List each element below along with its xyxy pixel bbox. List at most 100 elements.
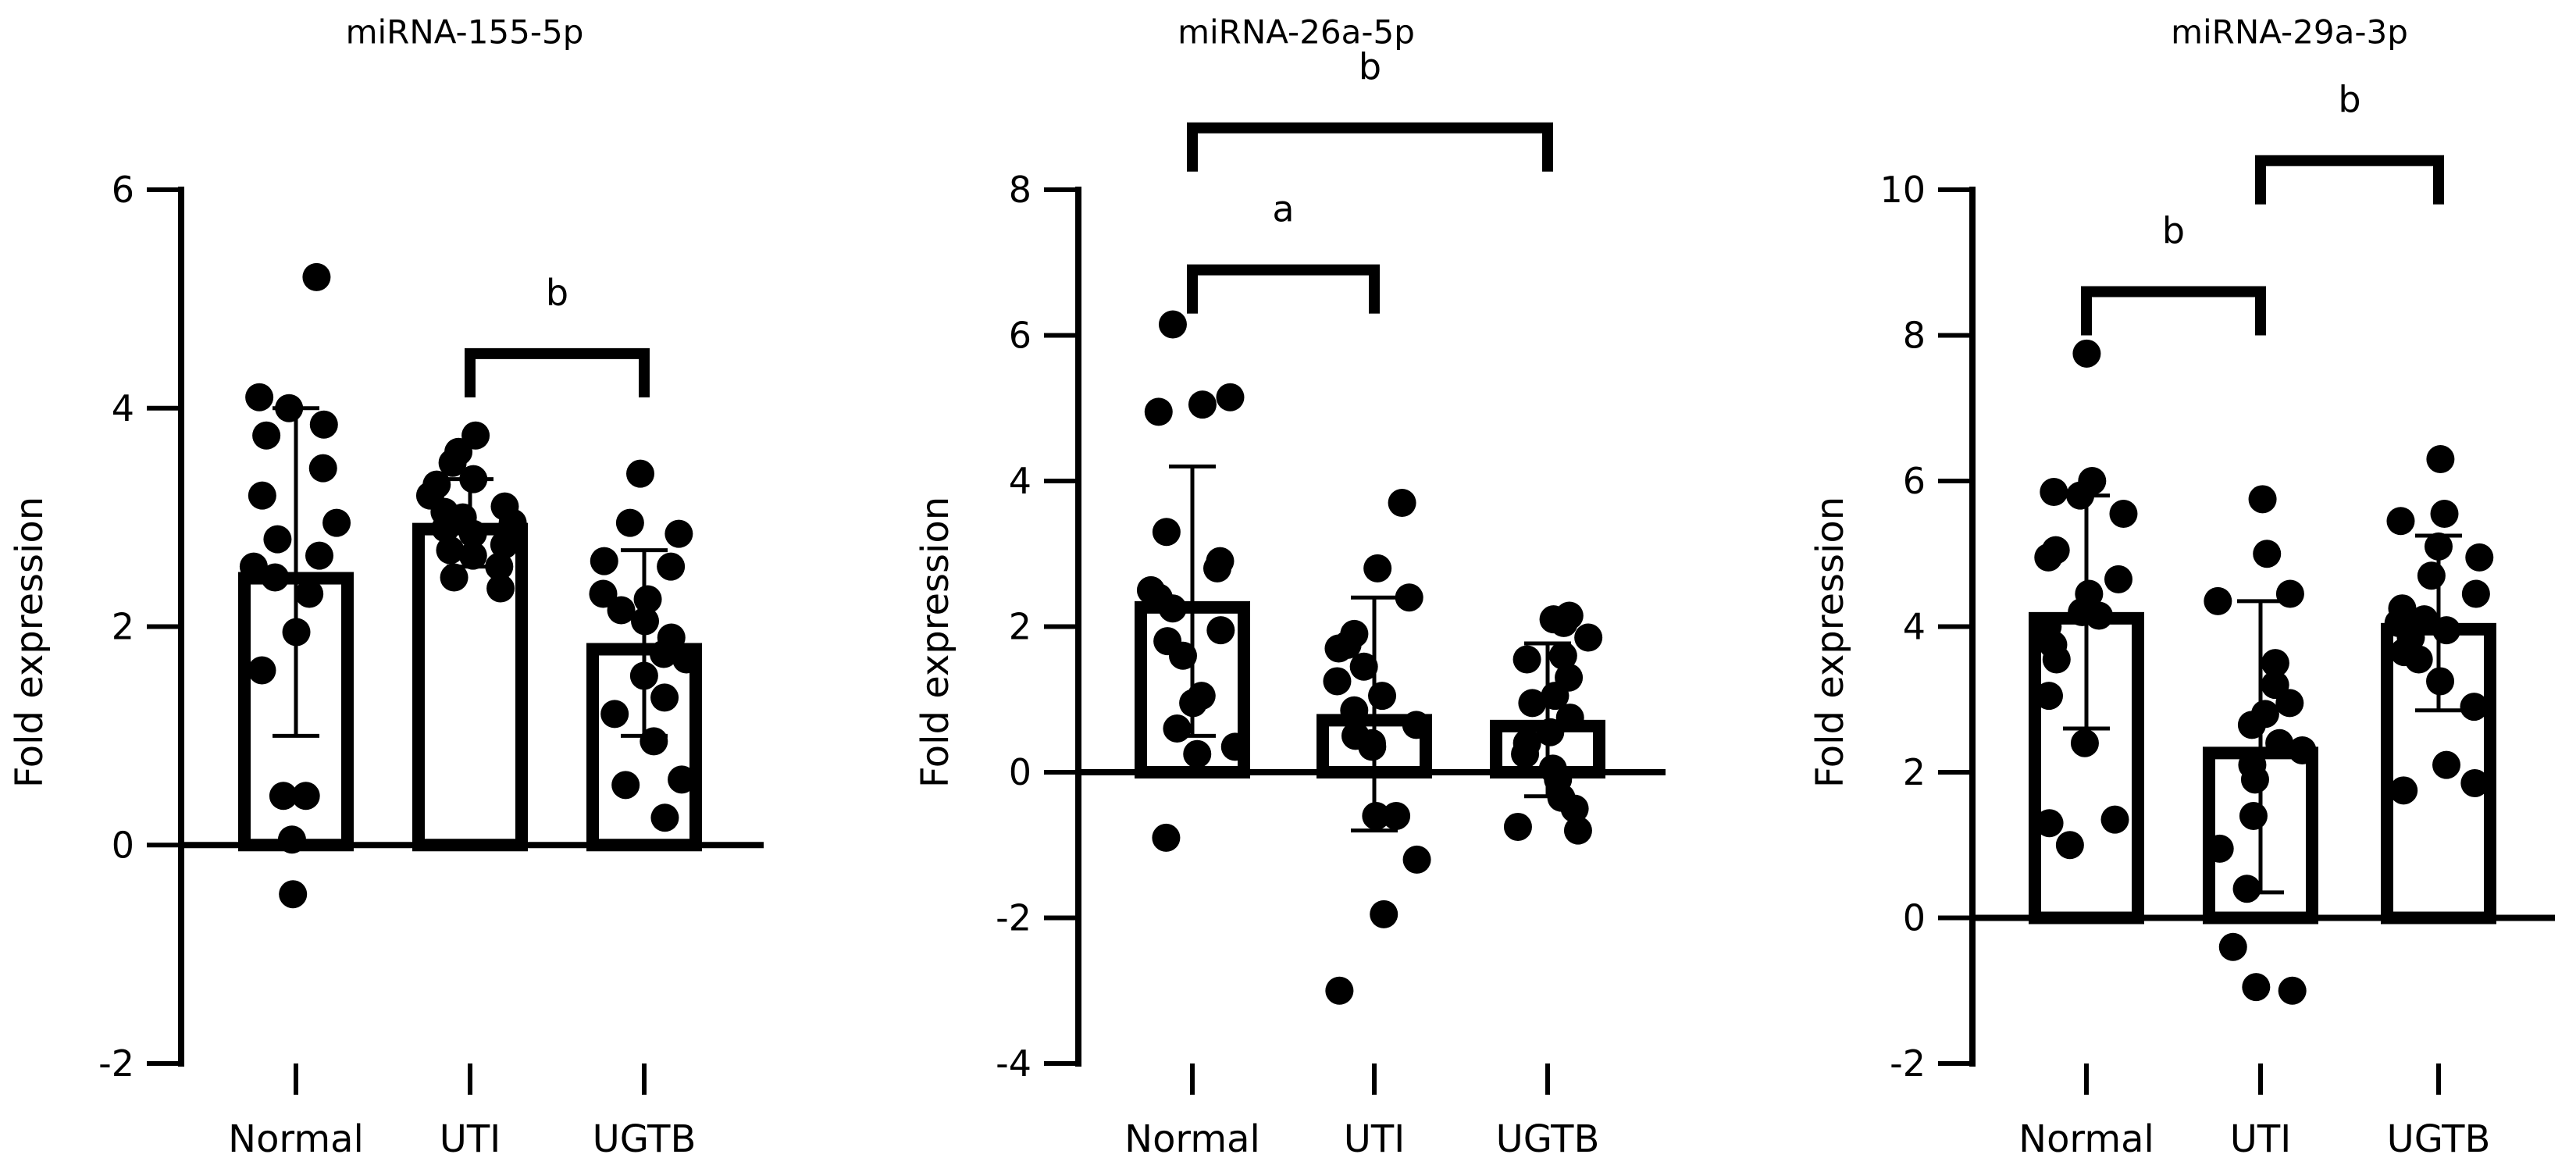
data-point	[2242, 973, 2271, 1002]
data-point	[2218, 932, 2247, 961]
data-point	[2248, 485, 2277, 514]
y-tick-label: 0	[1903, 897, 1926, 939]
data-point	[2261, 649, 2289, 678]
data-point	[1563, 816, 1592, 845]
significance-bracket	[2255, 155, 2444, 205]
data-point	[490, 530, 518, 559]
data-point	[2430, 499, 2459, 528]
data-point	[633, 585, 662, 614]
data-point	[305, 541, 334, 570]
data-point	[1548, 641, 1577, 670]
y-tick-label: 2	[1903, 751, 1926, 793]
category-label-normal: Normal	[228, 1117, 364, 1161]
data-point	[1163, 714, 1192, 743]
y-tick-label: 8	[1009, 169, 1031, 211]
y-axis-label: Fold expression	[1808, 497, 1852, 788]
data-point	[458, 519, 487, 548]
data-point	[2432, 750, 2461, 779]
category-label-uti: UTI	[2230, 1117, 2292, 1161]
category-label-ugtb: UGTB	[593, 1117, 697, 1161]
data-point	[239, 552, 268, 581]
data-point	[2085, 601, 2114, 630]
data-point	[1518, 689, 1547, 718]
data-point	[2461, 579, 2490, 608]
y-tick-label: 2	[112, 606, 134, 648]
data-point	[2275, 689, 2304, 718]
data-point	[431, 514, 460, 543]
chart-panel-3: miRNA-29a-3p Fold expression -2 0 2 4 6 8 10 Norm…	[1808, 13, 2555, 1161]
y-tick-label: 4	[1009, 460, 1031, 502]
data-point	[295, 579, 324, 608]
category-label-ugtb: UGTB	[2387, 1117, 2491, 1161]
chart-title: miRNA-29a-3p	[2171, 13, 2408, 52]
data-point	[2035, 682, 2064, 711]
data-point	[2465, 543, 2494, 572]
data-point	[672, 645, 701, 674]
data-point	[1560, 794, 1589, 823]
data-point	[1216, 383, 1245, 411]
y-tick-label: -2	[1890, 1042, 1926, 1085]
data-point	[2204, 586, 2232, 615]
data-point	[1188, 390, 1217, 419]
y-tick-label: -2	[996, 897, 1031, 939]
data-point	[650, 640, 679, 668]
data-point	[664, 519, 693, 548]
chart-panel-2: miRNA-26a-5p Fold expression -4 -2 0 2 4 6 8 Norm…	[914, 13, 1666, 1161]
category-label-ugtb: UGTB	[1496, 1117, 1600, 1161]
data-point	[650, 803, 679, 832]
data-point	[2460, 693, 2489, 721]
data-point	[1555, 704, 1584, 732]
data-point	[291, 782, 320, 811]
y-tick-label: 8	[1903, 315, 1926, 357]
data-point	[1363, 554, 1392, 582]
data-point	[2104, 565, 2133, 593]
data-point	[269, 782, 298, 811]
data-point	[2426, 445, 2455, 474]
data-point	[1325, 976, 1354, 1005]
data-point	[1152, 823, 1181, 852]
data-point	[1158, 594, 1187, 623]
data-point	[2239, 801, 2268, 830]
data-point	[322, 508, 351, 537]
data-point	[1402, 711, 1431, 739]
significance-bracket	[1187, 122, 1553, 172]
significance-label: b	[1359, 46, 1381, 88]
data-point	[2100, 805, 2129, 834]
data-point	[302, 262, 331, 291]
data-point	[2288, 736, 2317, 765]
data-point	[1388, 488, 1416, 517]
data-point	[1370, 900, 1398, 928]
significance-bracket	[2081, 286, 2266, 336]
data-point	[2278, 976, 2307, 1005]
data-point	[1503, 812, 1532, 841]
data-point	[2389, 776, 2418, 805]
significance-label: b	[546, 272, 568, 314]
category-label-normal: Normal	[1124, 1117, 1260, 1161]
data-point	[440, 563, 469, 592]
chart-title: miRNA-155-5p	[346, 13, 584, 52]
data-point	[261, 563, 290, 592]
data-point	[1183, 739, 1212, 768]
data-point	[252, 421, 281, 450]
y-tick-label: -2	[98, 1042, 134, 1085]
data-point	[277, 825, 306, 854]
data-point	[2042, 645, 2071, 674]
data-point	[1549, 608, 1578, 637]
y-tick-label: 4	[1903, 606, 1926, 648]
data-point	[615, 508, 644, 537]
significance-label: b	[2162, 210, 2185, 252]
data-point	[1323, 667, 1352, 696]
y-tick-label: -4	[996, 1042, 1031, 1085]
data-point	[308, 454, 337, 483]
data-point	[2205, 834, 2234, 863]
y-axis-label: Fold expression	[8, 497, 52, 788]
y-tick-label: 6	[1903, 460, 1926, 502]
category-label-uti: UTI	[440, 1117, 501, 1161]
data-point	[668, 765, 697, 794]
category-label-uti: UTI	[1344, 1117, 1406, 1161]
data-point	[2240, 765, 2269, 794]
data-point	[458, 541, 487, 570]
data-point	[1158, 310, 1187, 339]
significance-bracket	[465, 347, 650, 397]
